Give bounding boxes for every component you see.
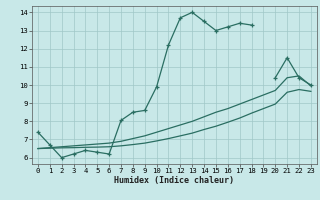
- X-axis label: Humidex (Indice chaleur): Humidex (Indice chaleur): [115, 176, 234, 185]
